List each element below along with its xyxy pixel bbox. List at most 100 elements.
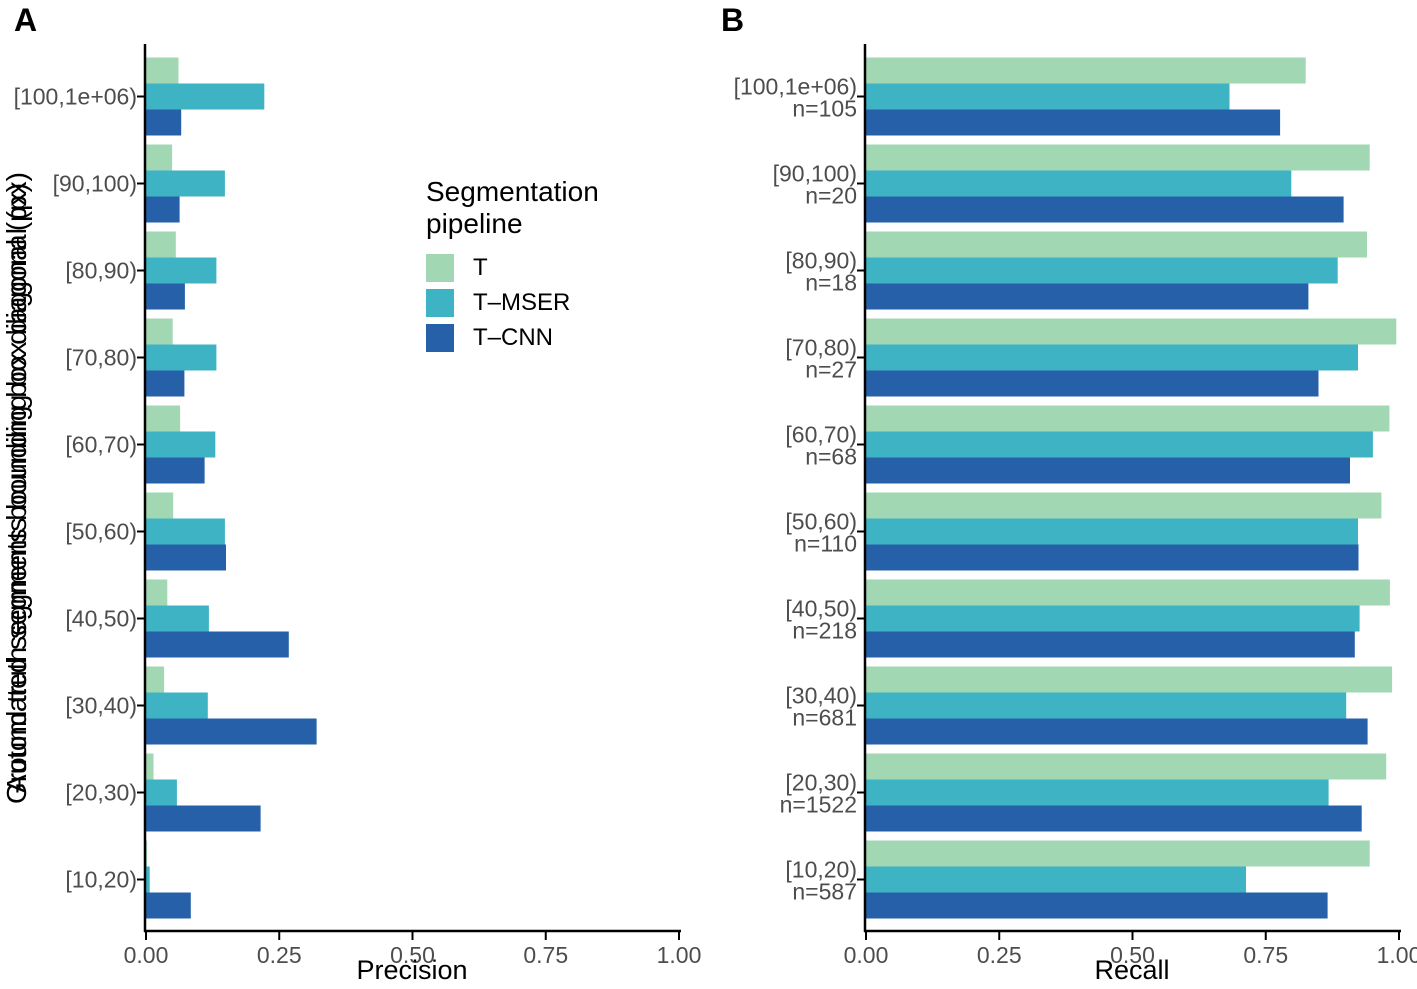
legend-title-line1: Segmentation <box>426 176 599 207</box>
bar-B-7-1 <box>866 692 1347 719</box>
category-label-A-6: [40,50) <box>65 606 137 632</box>
bar-A-6-2 <box>146 631 289 658</box>
bar-B-8-0 <box>866 753 1387 780</box>
x-tick-label-B-0: 0.00 <box>844 942 889 968</box>
legend-swatch-t-cnn <box>426 324 454 352</box>
category-sublabel-B-5: n=110 <box>794 531 857 557</box>
bar-B-0-0 <box>866 57 1306 84</box>
bar-B-9-0 <box>866 840 1370 867</box>
x-tick-label-A-4: 1.00 <box>657 942 702 968</box>
bar-A-0-2 <box>146 109 182 136</box>
legend-title-line2: pipeline <box>426 208 523 239</box>
bar-A-0-1 <box>146 83 265 110</box>
bar-A-6-0 <box>146 579 168 606</box>
bar-B-4-1 <box>866 431 1373 458</box>
bar-B-2-1 <box>866 257 1338 284</box>
bar-A-3-1 <box>146 344 217 371</box>
category-sublabel-B-9: n=587 <box>792 879 857 905</box>
bar-A-4-0 <box>146 405 181 432</box>
category-label-B-7: [30,40) <box>785 683 857 709</box>
legend-swatch-t <box>426 254 454 282</box>
category-label-B-5: [50,60) <box>785 509 857 535</box>
bar-B-5-0 <box>866 492 1382 519</box>
bar-A-7-2 <box>146 718 317 745</box>
bar-B-1-0 <box>866 144 1370 171</box>
bar-A-2-2 <box>146 283 185 310</box>
category-sublabel-B-8: n=1522 <box>780 792 857 818</box>
category-label-A-2: [80,90) <box>65 258 137 284</box>
category-label-A-4: [60,70) <box>65 432 137 458</box>
bar-A-8-2 <box>146 805 261 832</box>
category-label-B-8: [20,30) <box>785 770 857 796</box>
category-sublabel-B-4: n=68 <box>805 444 857 470</box>
category-label-A-1: [90,100) <box>53 171 137 197</box>
category-sublabel-B-1: n=20 <box>805 183 857 209</box>
bar-B-7-0 <box>866 666 1393 693</box>
legend-item-t-cnn: T–CNN <box>426 324 599 352</box>
bar-A-0-0 <box>146 57 179 84</box>
bar-B-3-0 <box>866 318 1397 345</box>
category-label-A-8: [20,30) <box>65 780 137 806</box>
bar-A-2-0 <box>146 231 176 258</box>
bar-A-7-0 <box>146 666 165 693</box>
category-label-A-3: [70,80) <box>65 345 137 371</box>
bar-A-5-2 <box>146 544 226 571</box>
bar-A-9-0 <box>146 840 148 867</box>
bar-B-1-1 <box>866 170 1292 197</box>
category-sublabel-B-6: n=218 <box>792 618 857 644</box>
category-label-B-6: [40,50) <box>785 596 857 622</box>
bar-A-3-0 <box>146 318 173 345</box>
category-sublabel-B-2: n=18 <box>805 270 857 296</box>
bar-A-8-0 <box>146 753 154 780</box>
category-label-B-0: [100,1e+06) <box>734 74 857 100</box>
category-sublabel-B-7: n=681 <box>792 705 857 731</box>
legend-title: Segmentation pipeline <box>426 176 599 240</box>
legend-label-t-mser: T–MSER <box>473 289 571 316</box>
bar-A-8-1 <box>146 779 177 806</box>
bar-A-4-1 <box>146 431 216 458</box>
bar-A-1-0 <box>146 144 173 171</box>
category-label-B-2: [80,90) <box>785 248 857 274</box>
legend-label-t-cnn: T–CNN <box>473 324 554 351</box>
bar-B-8-2 <box>866 805 1362 832</box>
bar-B-6-2 <box>866 631 1355 658</box>
bar-B-9-2 <box>866 892 1328 919</box>
legend-swatch-t-mser <box>426 289 454 317</box>
x-axis-title-recall: Recall <box>1094 955 1170 985</box>
x-tick-label-B-2: 0.50 <box>1110 942 1155 968</box>
category-label-A-0: [100,1e+06) <box>14 84 137 110</box>
bar-B-4-0 <box>866 405 1390 432</box>
bar-B-6-0 <box>866 579 1390 606</box>
bar-B-5-1 <box>866 518 1358 545</box>
bar-A-3-2 <box>146 370 185 397</box>
panel-label-a: A <box>14 2 38 38</box>
bar-A-6-1 <box>146 605 209 632</box>
bar-A-9-1 <box>146 866 150 893</box>
bar-B-4-2 <box>866 457 1350 484</box>
bar-B-6-1 <box>866 605 1360 632</box>
bar-B-2-0 <box>866 231 1367 258</box>
x-tick-label-B-1: 0.25 <box>977 942 1022 968</box>
bar-B-7-2 <box>866 718 1368 745</box>
bar-B-9-1 <box>866 866 1246 893</box>
bar-B-3-2 <box>866 370 1319 397</box>
x-tick-label-A-0: 0.00 <box>124 942 169 968</box>
y-axis-title-ground-truth-segments: Ground truth segments bounding box diago… <box>1 172 32 804</box>
bar-B-2-2 <box>866 283 1309 310</box>
x-tick-label-A-3: 0.75 <box>523 942 568 968</box>
category-sublabel-B-3: n=27 <box>805 357 857 383</box>
x-tick-label-B-4: 1.00 <box>1377 942 1417 968</box>
category-label-A-7: [30,40) <box>65 693 137 719</box>
bar-A-4-2 <box>146 457 205 484</box>
bar-B-1-2 <box>866 196 1344 223</box>
x-tick-label-A-1: 0.25 <box>257 942 302 968</box>
bar-A-9-2 <box>146 892 191 919</box>
bar-A-1-2 <box>146 196 180 223</box>
bar-A-7-1 <box>146 692 208 719</box>
category-label-A-5: [50,60) <box>65 519 137 545</box>
bar-B-8-1 <box>866 779 1329 806</box>
bar-A-1-1 <box>146 170 225 197</box>
bar-B-5-2 <box>866 544 1359 571</box>
